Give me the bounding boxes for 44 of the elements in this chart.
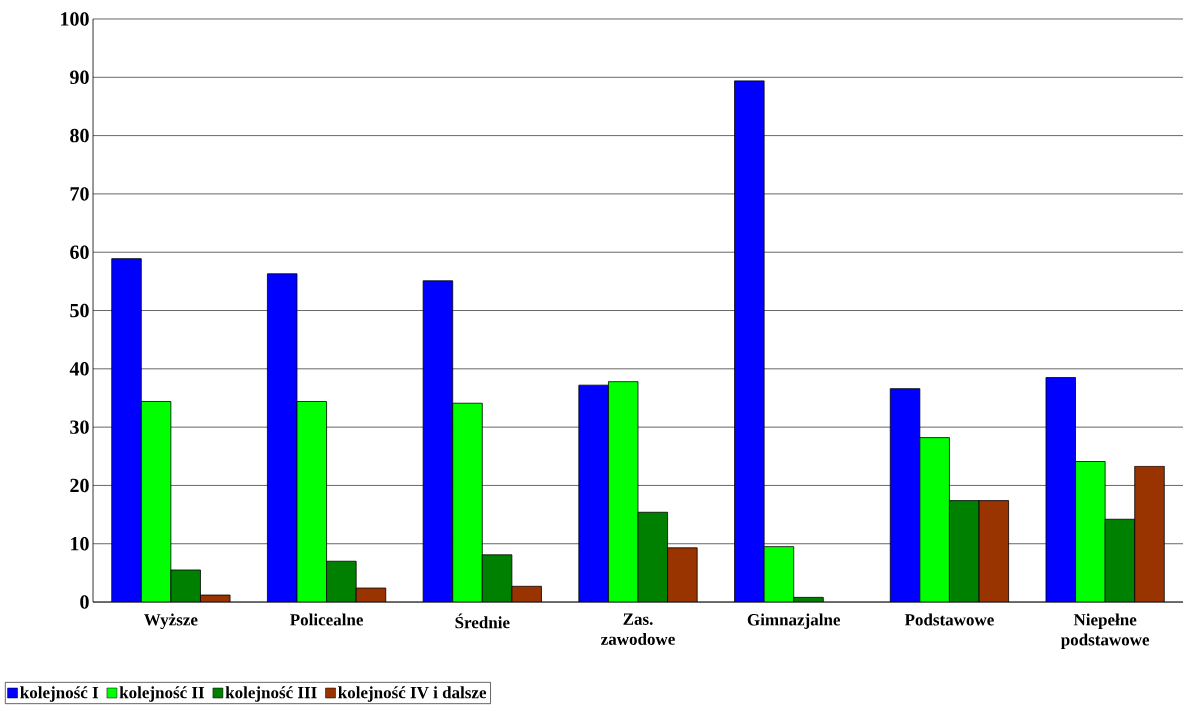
bar xyxy=(111,258,142,603)
x-tick-label: Zas. zawodowe xyxy=(601,613,675,645)
y-tick-label: 60 xyxy=(70,245,89,259)
bar xyxy=(638,512,668,603)
bar xyxy=(578,385,609,603)
bar xyxy=(1104,518,1136,603)
legend-label: kolejność I xyxy=(20,686,99,702)
legend-label: kolejność III xyxy=(225,686,317,702)
y-tick-label: 30 xyxy=(70,420,89,434)
x-tick-label: Podstawowe xyxy=(904,613,994,626)
legend-label: kolejność II xyxy=(119,686,205,702)
y-tick-label: 50 xyxy=(70,303,89,318)
bar xyxy=(979,500,1009,603)
bar xyxy=(734,80,765,603)
bar xyxy=(1045,377,1076,603)
bar xyxy=(608,381,639,603)
bar xyxy=(267,273,297,603)
y-tick-label: 0 xyxy=(80,595,89,609)
bar xyxy=(949,500,980,603)
y-tick-label: 80 xyxy=(70,128,89,143)
bar xyxy=(141,401,171,603)
y-tick-label: 40 xyxy=(69,362,89,376)
y-tick-label: 20 xyxy=(70,478,89,493)
x-tick-label: Średnie xyxy=(455,613,510,629)
bar xyxy=(297,401,327,603)
bar xyxy=(764,546,794,603)
bar xyxy=(423,280,453,603)
x-tick-label: Gimnazjalne xyxy=(747,613,841,629)
bar xyxy=(1075,461,1106,603)
bar xyxy=(1134,465,1165,603)
x-tick-label: Wyższe xyxy=(144,613,198,630)
bar xyxy=(326,561,357,603)
y-tick-label: 10 xyxy=(71,536,89,551)
x-tick-label: Niepełne podstawowe xyxy=(1060,613,1150,649)
legend-label: kolejność IV i dalsze xyxy=(338,686,487,702)
bar xyxy=(919,437,950,603)
bar xyxy=(667,547,698,603)
bar xyxy=(890,388,920,603)
x-tick-label: Policealne xyxy=(290,613,363,626)
y-tick-label: 100 xyxy=(61,12,89,26)
bar xyxy=(452,403,483,603)
bar xyxy=(482,554,512,603)
y-tick-label: 70 xyxy=(70,187,89,201)
y-tick-label: 90 xyxy=(70,70,89,85)
